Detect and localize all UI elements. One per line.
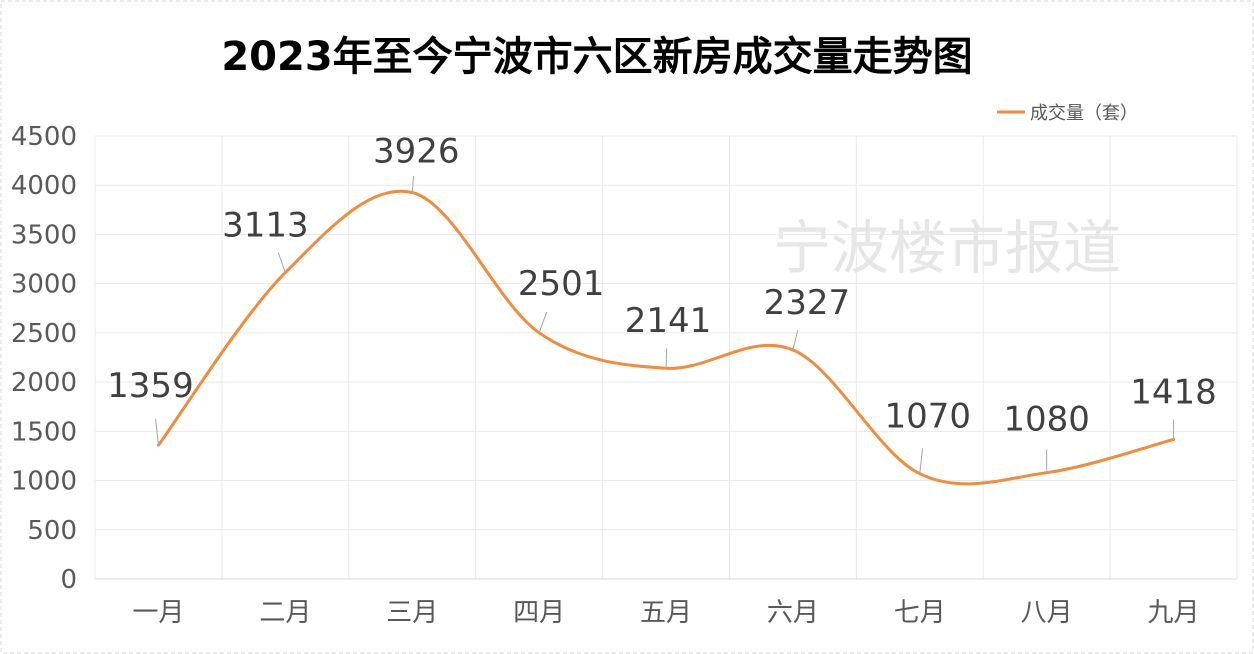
chart-legend: 成交量（套）	[997, 103, 1138, 124]
data-label: 2327	[764, 283, 851, 323]
x-tick-label: 九月	[1148, 598, 1200, 628]
data-label: 3113	[222, 206, 309, 246]
x-tick-label: 六月	[767, 598, 819, 628]
x-tick-label: 四月	[513, 598, 565, 628]
data-label-leader	[665, 348, 668, 369]
data-label-leader	[919, 448, 924, 474]
y-tick-label: 3500	[11, 220, 77, 250]
legend-label: 成交量（套）	[1030, 103, 1138, 124]
y-tick-label: 4000	[11, 171, 77, 201]
x-tick-label: 五月	[640, 598, 692, 628]
x-tick-label: 二月	[259, 598, 311, 628]
data-label-leader	[792, 329, 799, 351]
y-tick-label: 0	[60, 565, 77, 595]
data-label-leader	[277, 252, 286, 273]
data-label: 2141	[625, 301, 712, 341]
data-label-leader	[411, 175, 415, 193]
y-tick-label: 1000	[11, 467, 77, 497]
data-label-leader	[155, 418, 159, 446]
y-tick-label: 1500	[11, 417, 77, 447]
y-tick-label: 500	[27, 516, 77, 546]
x-tick-label: 三月	[386, 598, 438, 628]
chart-title: 2023年至今宁波市六区新房成交量走势图	[221, 34, 972, 80]
series-line	[156, 189, 1176, 486]
y-tick-label: 2000	[11, 368, 77, 398]
data-labels: 1359 3113 3926 2501 2141 2327 1070 1080 1418	[107, 132, 1217, 474]
watermark-text: 宁波楼市报道	[773, 214, 1121, 282]
data-label: 1359	[107, 366, 194, 406]
x-tick-label: 八月	[1021, 598, 1073, 628]
x-tick-label: 七月	[894, 598, 946, 628]
axes: 0 500 1000 1500 2000 2500 3000 3500 4000 4500 一月 二月…	[11, 122, 1237, 628]
data-label-leader	[538, 311, 548, 333]
data-label: 1070	[885, 397, 972, 437]
data-label: 2501	[518, 264, 605, 304]
data-label: 3926	[373, 132, 460, 172]
gridlines	[94, 135, 1238, 580]
data-label: 1418	[1130, 372, 1217, 412]
x-tick-label: 一月	[132, 598, 184, 628]
y-tick-label: 3000	[11, 270, 77, 300]
y-tick-label: 4500	[11, 122, 77, 152]
data-label: 1080	[1003, 400, 1090, 440]
y-tick-label: 2500	[11, 319, 77, 349]
